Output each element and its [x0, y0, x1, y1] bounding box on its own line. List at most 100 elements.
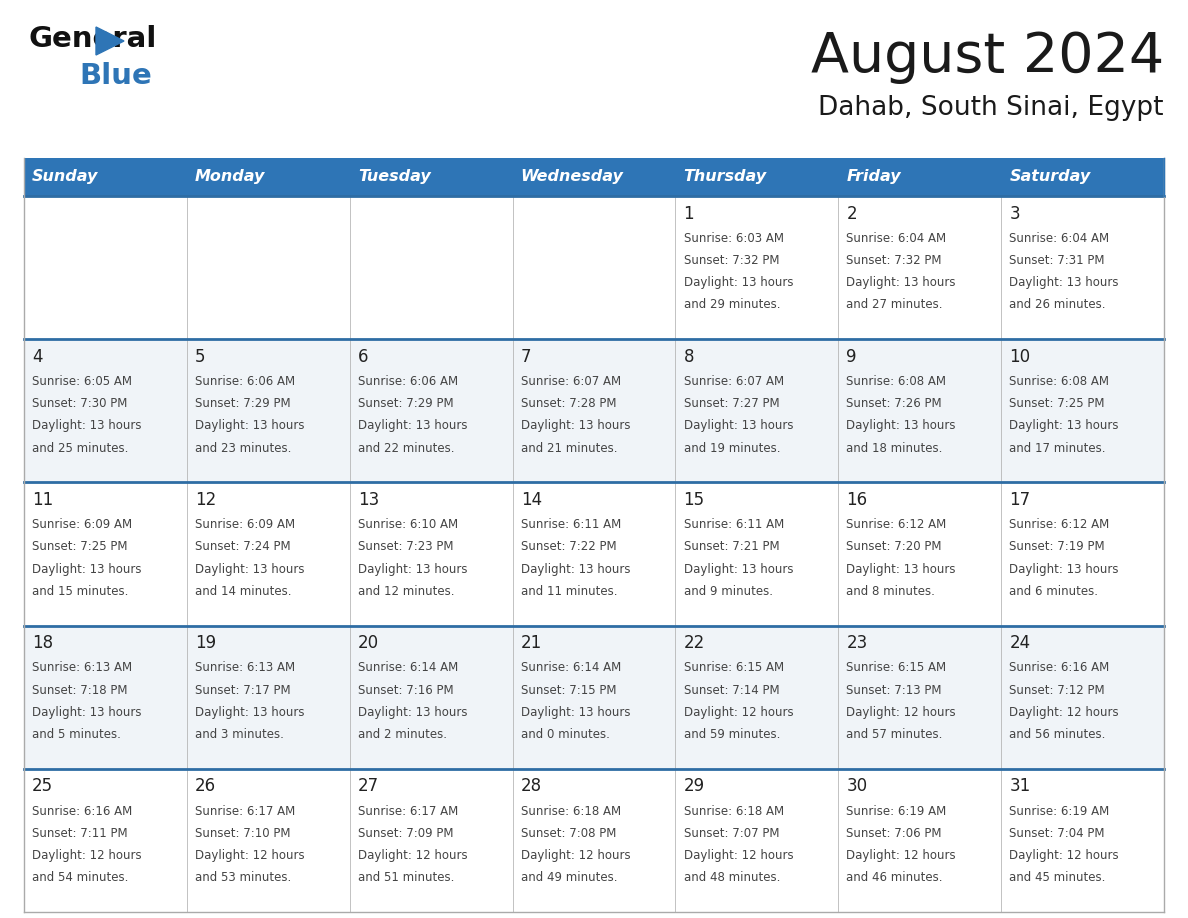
Text: 12: 12: [195, 491, 216, 509]
Text: Sunset: 7:25 PM: Sunset: 7:25 PM: [32, 541, 127, 554]
Text: Daylight: 12 hours: Daylight: 12 hours: [1010, 706, 1119, 719]
Text: Sunset: 7:31 PM: Sunset: 7:31 PM: [1010, 254, 1105, 267]
Text: 26: 26: [195, 778, 216, 795]
Text: and 48 minutes.: and 48 minutes.: [683, 871, 781, 884]
Bar: [349, 768, 512, 912]
Bar: [349, 625, 512, 768]
Bar: [1001, 196, 1164, 339]
Text: 18: 18: [32, 634, 53, 652]
Bar: [1001, 625, 1164, 768]
Bar: [187, 158, 349, 196]
Bar: [839, 482, 1001, 625]
Bar: [187, 196, 349, 339]
Text: Sunrise: 6:13 AM: Sunrise: 6:13 AM: [195, 661, 295, 675]
Bar: [24, 768, 187, 912]
Text: Sunset: 7:17 PM: Sunset: 7:17 PM: [195, 684, 291, 697]
Text: Daylight: 13 hours: Daylight: 13 hours: [358, 420, 467, 432]
Text: 21: 21: [520, 634, 542, 652]
Text: Sunrise: 6:15 AM: Sunrise: 6:15 AM: [846, 661, 947, 675]
Bar: [676, 625, 839, 768]
Text: Sunrise: 6:08 AM: Sunrise: 6:08 AM: [846, 375, 947, 388]
Text: 8: 8: [683, 348, 694, 365]
Bar: [24, 339, 187, 482]
Text: Daylight: 13 hours: Daylight: 13 hours: [520, 706, 630, 719]
Bar: [512, 482, 676, 625]
Text: and 51 minutes.: and 51 minutes.: [358, 871, 454, 884]
Text: and 49 minutes.: and 49 minutes.: [520, 871, 618, 884]
Text: Sunrise: 6:16 AM: Sunrise: 6:16 AM: [32, 804, 132, 818]
Text: Sunset: 7:24 PM: Sunset: 7:24 PM: [195, 541, 291, 554]
Text: 30: 30: [846, 778, 867, 795]
Bar: [839, 339, 1001, 482]
Text: and 19 minutes.: and 19 minutes.: [683, 442, 781, 454]
Text: and 25 minutes.: and 25 minutes.: [32, 442, 128, 454]
Text: Sunrise: 6:17 AM: Sunrise: 6:17 AM: [358, 804, 459, 818]
Text: Sunrise: 6:18 AM: Sunrise: 6:18 AM: [683, 804, 784, 818]
Text: Sunset: 7:27 PM: Sunset: 7:27 PM: [683, 397, 779, 410]
Text: 9: 9: [846, 348, 857, 365]
Text: Sunrise: 6:04 AM: Sunrise: 6:04 AM: [1010, 232, 1110, 245]
Text: Sunrise: 6:19 AM: Sunrise: 6:19 AM: [1010, 804, 1110, 818]
Bar: [676, 158, 839, 196]
Text: Blue: Blue: [78, 62, 152, 90]
Text: and 18 minutes.: and 18 minutes.: [846, 442, 943, 454]
Text: Sunset: 7:26 PM: Sunset: 7:26 PM: [846, 397, 942, 410]
Text: Daylight: 13 hours: Daylight: 13 hours: [195, 706, 304, 719]
Text: 6: 6: [358, 348, 368, 365]
Bar: [1001, 158, 1164, 196]
Text: Saturday: Saturday: [1010, 170, 1091, 185]
Text: 25: 25: [32, 778, 53, 795]
Text: Sunset: 7:19 PM: Sunset: 7:19 PM: [1010, 541, 1105, 554]
Text: Tuesday: Tuesday: [358, 170, 430, 185]
Text: Sunset: 7:28 PM: Sunset: 7:28 PM: [520, 397, 617, 410]
Text: Sunrise: 6:15 AM: Sunrise: 6:15 AM: [683, 661, 784, 675]
Bar: [512, 339, 676, 482]
Text: and 5 minutes.: and 5 minutes.: [32, 728, 121, 741]
Text: Sunset: 7:16 PM: Sunset: 7:16 PM: [358, 684, 454, 697]
Text: Daylight: 13 hours: Daylight: 13 hours: [520, 420, 630, 432]
Text: and 56 minutes.: and 56 minutes.: [1010, 728, 1106, 741]
Bar: [512, 196, 676, 339]
Text: Sunrise: 6:11 AM: Sunrise: 6:11 AM: [520, 518, 621, 532]
Polygon shape: [96, 27, 124, 55]
Text: Sunset: 7:04 PM: Sunset: 7:04 PM: [1010, 827, 1105, 840]
Text: Sunset: 7:07 PM: Sunset: 7:07 PM: [683, 827, 779, 840]
Text: Daylight: 13 hours: Daylight: 13 hours: [32, 420, 141, 432]
Text: Daylight: 13 hours: Daylight: 13 hours: [358, 706, 467, 719]
Bar: [676, 339, 839, 482]
Text: Sunset: 7:09 PM: Sunset: 7:09 PM: [358, 827, 454, 840]
Text: Daylight: 13 hours: Daylight: 13 hours: [195, 563, 304, 576]
Text: Daylight: 12 hours: Daylight: 12 hours: [1010, 849, 1119, 862]
Bar: [839, 158, 1001, 196]
Bar: [349, 482, 512, 625]
Text: Sunset: 7:15 PM: Sunset: 7:15 PM: [520, 684, 617, 697]
Bar: [839, 196, 1001, 339]
Text: 31: 31: [1010, 778, 1030, 795]
Text: Daylight: 12 hours: Daylight: 12 hours: [358, 849, 468, 862]
Bar: [24, 158, 187, 196]
Text: Daylight: 12 hours: Daylight: 12 hours: [520, 849, 631, 862]
Text: and 3 minutes.: and 3 minutes.: [195, 728, 284, 741]
Text: Daylight: 13 hours: Daylight: 13 hours: [520, 563, 630, 576]
Text: 4: 4: [32, 348, 43, 365]
Text: and 53 minutes.: and 53 minutes.: [195, 871, 291, 884]
Text: and 21 minutes.: and 21 minutes.: [520, 442, 618, 454]
Text: Daylight: 12 hours: Daylight: 12 hours: [683, 706, 794, 719]
Text: 17: 17: [1010, 491, 1030, 509]
Text: Sunrise: 6:18 AM: Sunrise: 6:18 AM: [520, 804, 621, 818]
Text: and 22 minutes.: and 22 minutes.: [358, 442, 454, 454]
Text: Sunset: 7:14 PM: Sunset: 7:14 PM: [683, 684, 779, 697]
Text: Dahab, South Sinai, Egypt: Dahab, South Sinai, Egypt: [819, 95, 1164, 121]
Text: 27: 27: [358, 778, 379, 795]
Text: Daylight: 13 hours: Daylight: 13 hours: [846, 420, 956, 432]
Text: General: General: [29, 25, 157, 53]
Text: 19: 19: [195, 634, 216, 652]
Text: Daylight: 12 hours: Daylight: 12 hours: [846, 849, 956, 862]
Text: Sunset: 7:22 PM: Sunset: 7:22 PM: [520, 541, 617, 554]
Text: and 23 minutes.: and 23 minutes.: [195, 442, 291, 454]
Text: and 54 minutes.: and 54 minutes.: [32, 871, 128, 884]
Text: 20: 20: [358, 634, 379, 652]
Text: and 2 minutes.: and 2 minutes.: [358, 728, 447, 741]
Text: and 27 minutes.: and 27 minutes.: [846, 298, 943, 311]
Text: Sunrise: 6:09 AM: Sunrise: 6:09 AM: [195, 518, 295, 532]
